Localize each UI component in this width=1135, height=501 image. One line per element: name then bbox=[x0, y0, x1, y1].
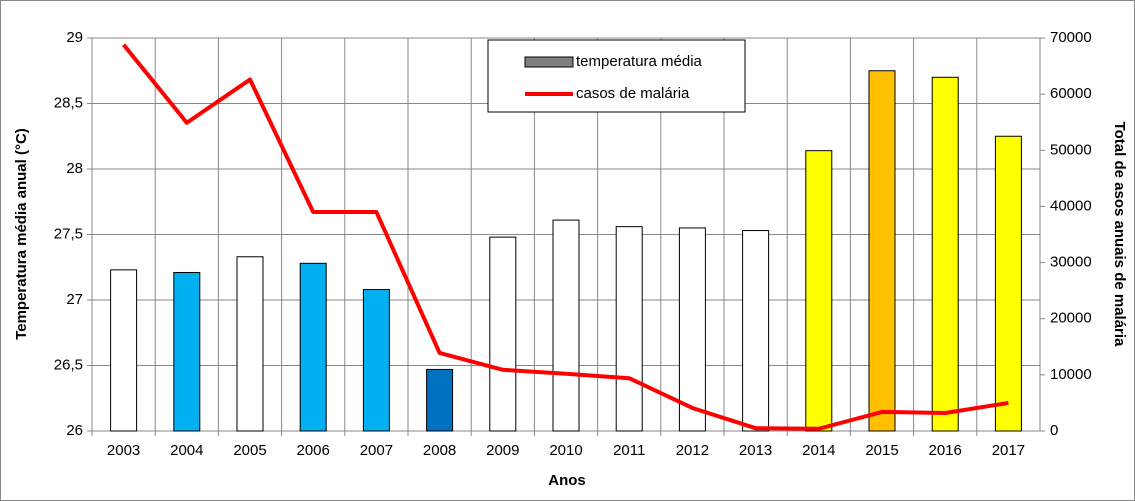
bar bbox=[868, 70, 896, 432]
y-tick-label: 27 bbox=[66, 291, 83, 308]
y2-tick-label: 40000 bbox=[1050, 197, 1092, 214]
bar bbox=[362, 289, 390, 432]
y2-tick-label: 60000 bbox=[1050, 85, 1092, 102]
y-tick-label: 28,5 bbox=[54, 94, 83, 111]
legend-swatch bbox=[524, 56, 574, 68]
x-tick-label: 2005 bbox=[233, 442, 266, 459]
y2-tick-label: 0 bbox=[1050, 422, 1058, 439]
y-tick-label: 29 bbox=[66, 29, 83, 46]
x-tick-label: 2013 bbox=[739, 442, 772, 459]
bar bbox=[236, 256, 264, 432]
y2-tick-label: 30000 bbox=[1050, 254, 1092, 271]
x-tick-label: 2004 bbox=[170, 442, 203, 459]
bar bbox=[742, 230, 770, 432]
line bbox=[122, 43, 1009, 431]
y-tick-label: 26,5 bbox=[54, 356, 83, 373]
bar bbox=[426, 368, 454, 432]
y-tick-label: 28 bbox=[66, 160, 83, 177]
y2-tick-label: 50000 bbox=[1050, 141, 1092, 158]
y2-tick-label: 20000 bbox=[1050, 310, 1092, 327]
x-tick-label: 2007 bbox=[360, 442, 393, 459]
x-tick-label: 2017 bbox=[992, 442, 1025, 459]
y2-tick-label: 70000 bbox=[1050, 29, 1092, 46]
bar bbox=[489, 236, 517, 432]
bar bbox=[931, 76, 959, 432]
x-tick-label: 2003 bbox=[107, 442, 140, 459]
legend-label: temperatura média bbox=[576, 53, 703, 70]
y-axis-title: Temperatura média anual (°C) bbox=[13, 128, 30, 340]
x-tick-label: 2016 bbox=[929, 442, 962, 459]
y-tick-label: 26 bbox=[66, 422, 83, 439]
bar bbox=[173, 271, 201, 432]
y2-axis-title: Total de asos anuais de malária bbox=[1111, 122, 1128, 347]
x-axis-title: Anos bbox=[548, 472, 586, 489]
x-tick-label: 2012 bbox=[676, 442, 709, 459]
x-tick-label: 2014 bbox=[802, 442, 835, 459]
x-tick-label: 2015 bbox=[865, 442, 898, 459]
bar bbox=[552, 219, 580, 432]
bar bbox=[994, 135, 1022, 432]
x-tick-label: 2010 bbox=[549, 442, 582, 459]
x-tick-label: 2009 bbox=[486, 442, 519, 459]
x-tick-label: 2006 bbox=[297, 442, 330, 459]
bar bbox=[805, 150, 833, 432]
bar bbox=[299, 262, 327, 432]
bar bbox=[678, 227, 706, 432]
legend-label: casos de malária bbox=[576, 85, 690, 102]
y-tick-label: 27,5 bbox=[54, 225, 83, 242]
bar bbox=[615, 226, 643, 432]
x-tick-label: 2008 bbox=[423, 442, 456, 459]
y2-tick-label: 10000 bbox=[1050, 366, 1092, 383]
legend-box bbox=[487, 39, 746, 113]
bar bbox=[110, 269, 138, 432]
x-tick-label: 2011 bbox=[613, 442, 645, 459]
